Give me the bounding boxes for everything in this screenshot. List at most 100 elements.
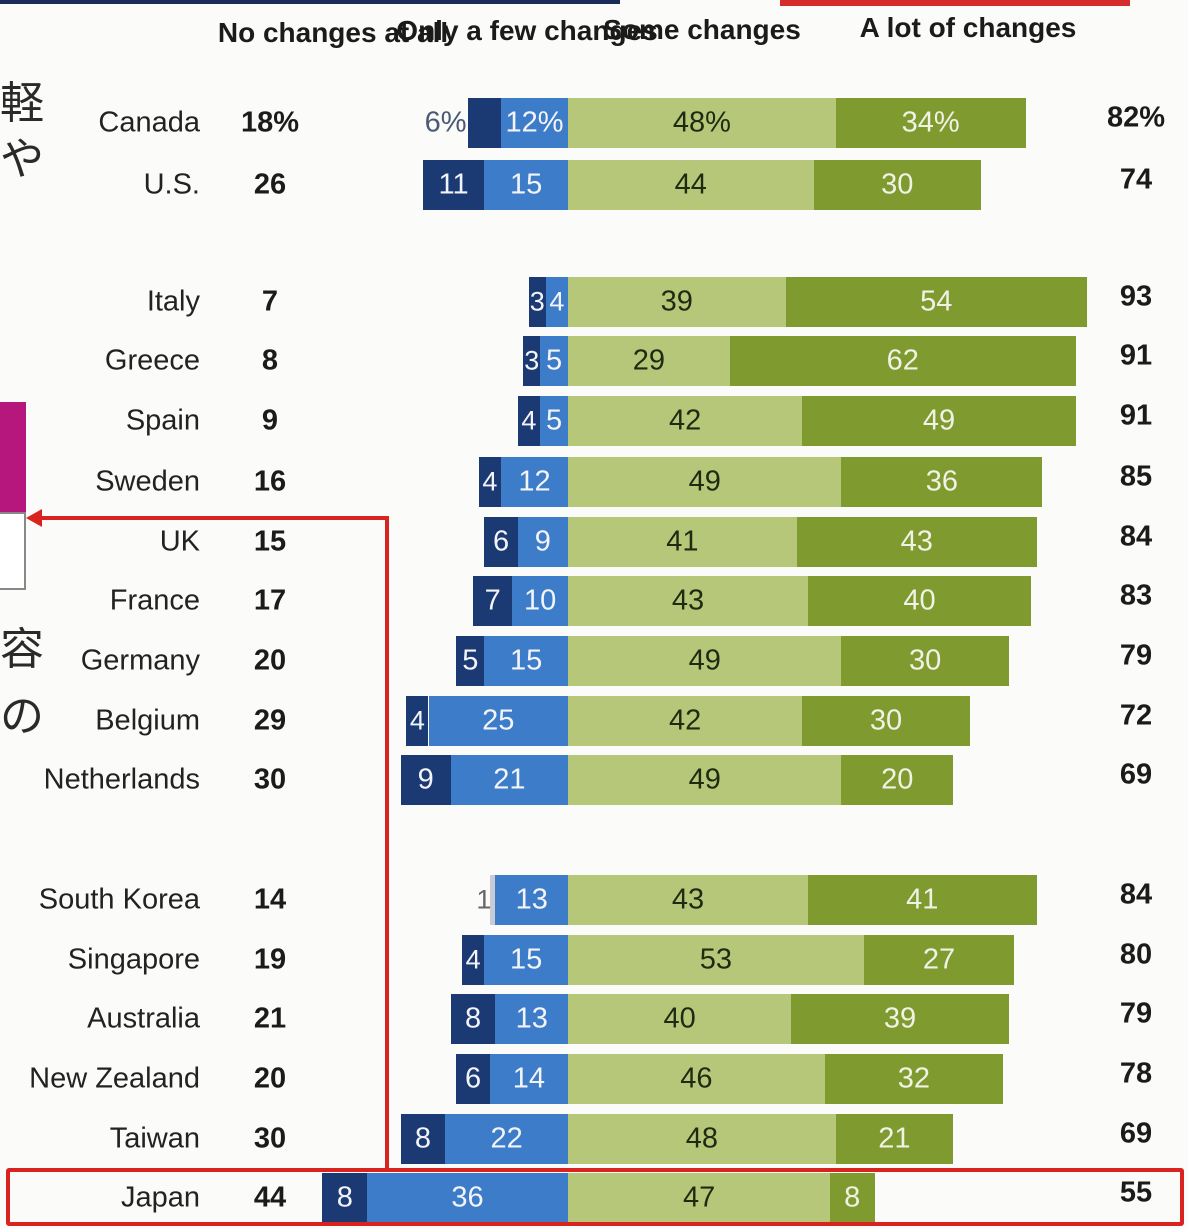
segment-value-label: 4	[409, 705, 425, 736]
segment-value-label: 8	[336, 1181, 353, 1214]
bar-segment-only-few: 25	[428, 696, 568, 746]
segment-value-label: 4	[482, 466, 498, 497]
bar-segment-only-few: 21	[450, 755, 568, 805]
bar-segment-some: 40	[568, 994, 792, 1044]
bar-segment-a-lot: 62	[729, 336, 1076, 386]
bar-segment-no-changes-dark: 4	[478, 457, 502, 507]
segment-value-label: 47	[682, 1181, 716, 1214]
total-value: 85	[1119, 460, 1153, 493]
segment-value-label: 49	[688, 465, 721, 498]
segment-value-label: 62	[886, 344, 919, 377]
segment-value-label: 49	[688, 763, 721, 796]
bar-segment-some: 44	[568, 160, 814, 210]
country-label: France	[109, 584, 200, 617]
bar-segment-only-few: 13	[495, 875, 568, 925]
bar-segment-a-lot: 39	[791, 994, 1009, 1044]
country-label: New Zealand	[29, 1062, 200, 1095]
segment-value-label: 25	[482, 704, 515, 737]
no-changes-value: 21	[253, 1002, 287, 1035]
total-value: 78	[1119, 1057, 1153, 1090]
segment-value-label: 20	[881, 763, 914, 796]
segment-value-label: 12	[518, 465, 551, 498]
bar-segment-only-few: 13	[495, 994, 568, 1044]
bar-segment-no-changes-dark: 4	[406, 696, 429, 746]
no-changes-value: 16	[253, 465, 287, 498]
bar-segment-some: 53	[568, 935, 864, 985]
segment-value-label: 44	[674, 168, 707, 201]
segment-value-label: 29	[632, 344, 666, 377]
bar-segment-no-changes-dark: 6	[484, 517, 518, 567]
segment-value-label: 14	[512, 1062, 546, 1095]
total-value: 72	[1119, 699, 1153, 732]
total-value: 83	[1119, 579, 1153, 612]
bar-segment-a-lot: 49	[802, 396, 1076, 446]
country-label: Greece	[104, 344, 200, 377]
no-changes-value: 15	[253, 525, 287, 558]
segment-value-label: 4	[465, 944, 481, 975]
segment-value-label: 41	[666, 525, 699, 558]
bar-segment-a-lot: 34%	[835, 98, 1026, 148]
highlight-connector-vertical	[385, 516, 389, 1172]
bar-segment-only-few: 10	[512, 576, 568, 626]
country-label: Singapore	[67, 943, 200, 976]
segment-value-label: 39	[660, 285, 693, 318]
no-changes-value: 30	[253, 763, 287, 796]
segment-value-label: 8	[844, 1181, 861, 1214]
bar-segment-only-few: 9	[517, 517, 568, 567]
country-label: Canada	[98, 106, 200, 139]
highlight-arrowhead	[26, 509, 42, 527]
bar-segment-no-changes-dark: 8	[450, 994, 496, 1044]
segment-value-label: 53	[699, 943, 732, 976]
bar-segment-only-few: 15	[484, 935, 568, 985]
highlight-connector-horizontal	[34, 516, 389, 520]
segment-value-label: 43	[900, 525, 933, 558]
segment-value-label: 21	[493, 763, 526, 796]
no-changes-value: 18%	[240, 106, 300, 139]
segment-value-label: 11	[438, 168, 469, 201]
segment-value-label: 9	[417, 763, 434, 796]
bar-segment-only-few: 14	[489, 1054, 568, 1104]
no-changes-value: 17	[253, 584, 287, 617]
header-a-lot: A lot of changes	[859, 12, 1077, 43]
bar-segment-only-few: 12%	[501, 98, 568, 148]
segment-value-label: 48%	[672, 106, 731, 139]
bar-segment-some: 49	[568, 755, 842, 805]
country-label: Netherlands	[43, 763, 200, 796]
bar-segment-a-lot: 32	[824, 1054, 1004, 1104]
country-label: Italy	[146, 285, 200, 318]
total-value: 93	[1119, 280, 1153, 313]
segment-value-label: 48	[685, 1122, 719, 1155]
country-label: Japan	[120, 1181, 200, 1214]
segment-value-label: 9	[534, 525, 551, 558]
total-value: 84	[1119, 878, 1153, 911]
segment-value-label: 43	[671, 584, 705, 617]
segment-value-label: 13	[515, 1002, 548, 1035]
bar-segment-no-changes-dark: 11	[422, 160, 485, 210]
page-fragment-char: の	[0, 691, 44, 742]
bar-segment-no-changes-dark: 1	[476, 875, 496, 925]
bar-segment-a-lot: 27	[863, 935, 1015, 985]
segment-value-label: 42	[669, 404, 702, 437]
bar-segment-only-few: 22	[445, 1114, 568, 1164]
segment-value-label: 7	[484, 584, 501, 617]
bar-segment-a-lot: 30	[802, 696, 970, 746]
bar-segment-no-changes-dark: 8	[322, 1173, 368, 1223]
bar-segment-no-changes-dark: 3	[523, 336, 541, 386]
bar-segment-no-changes-dark: 5	[456, 636, 485, 686]
segment-value-label: 6	[492, 525, 510, 558]
segment-value-label: 5	[462, 644, 479, 677]
bar-segment-some: 46	[568, 1054, 825, 1104]
bar-segment-a-lot: 54	[785, 277, 1087, 327]
total-value: 82%	[1106, 101, 1166, 134]
bar-segment-some: 49	[568, 457, 842, 507]
page-fragment-char: 軽	[0, 78, 44, 129]
segment-value-label: 40	[903, 584, 936, 617]
country-label: Germany	[80, 644, 200, 677]
segment-value-label: 1	[476, 884, 492, 915]
bar-segment-no-changes-dark: 6%	[425, 98, 502, 148]
country-label: Sweden	[95, 465, 200, 498]
header-only-few: Only a few changes	[396, 15, 658, 46]
bar-segment-a-lot: 21	[835, 1114, 953, 1164]
bar-segment-no-changes-dark: 6	[456, 1054, 490, 1104]
segment-value-label: 30	[908, 644, 942, 677]
